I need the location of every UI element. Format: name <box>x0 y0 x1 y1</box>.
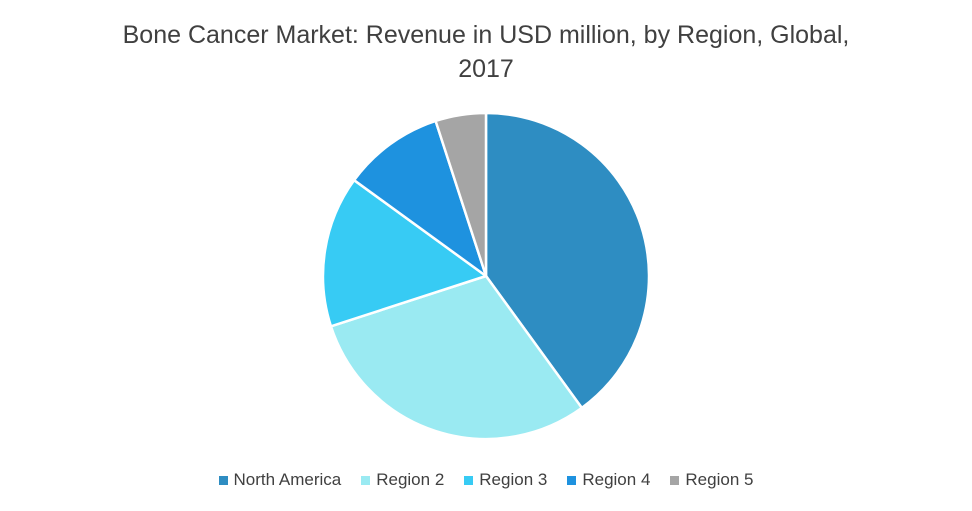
legend-swatch-region-5 <box>670 475 680 485</box>
chart-title: Bone Cancer Market: Revenue in USD milli… <box>0 18 972 86</box>
pie-slices <box>321 111 651 441</box>
pie-slice-north-america <box>484 111 651 410</box>
legend-item-region-3: Region 3 <box>464 468 547 492</box>
legend-label-region-4: Region 4 <box>582 470 651 489</box>
legend-label-region-2: Region 2 <box>376 470 445 489</box>
legend-swatch-region-2 <box>361 475 371 485</box>
legend-swatch-region-3 <box>464 475 474 485</box>
chart-title-line-2: 2017 <box>458 55 514 83</box>
legend-item-region-4: Region 4 <box>567 468 650 492</box>
pie-slice-region-2 <box>329 274 584 441</box>
pie-slice-region-3 <box>321 178 488 328</box>
pie-slice-region-4 <box>352 119 488 278</box>
legend-label-north-america: North America <box>233 470 342 489</box>
legend: North America Region 2 Region 3 Region 4… <box>0 468 972 492</box>
chart-title-line-1: Bone Cancer Market: Revenue in USD milli… <box>122 21 850 49</box>
legend-item-north-america: North America <box>218 468 342 492</box>
pie-slice-region-5 <box>434 111 488 278</box>
legend-swatch-region-4 <box>567 475 577 485</box>
legend-item-region-5: Region 5 <box>670 468 753 492</box>
legend-label-region-3: Region 3 <box>479 470 548 489</box>
legend-item-region-2: Region 2 <box>361 468 444 492</box>
legend-swatch-north-america <box>218 475 228 485</box>
legend-label-region-5: Region 5 <box>685 470 754 489</box>
